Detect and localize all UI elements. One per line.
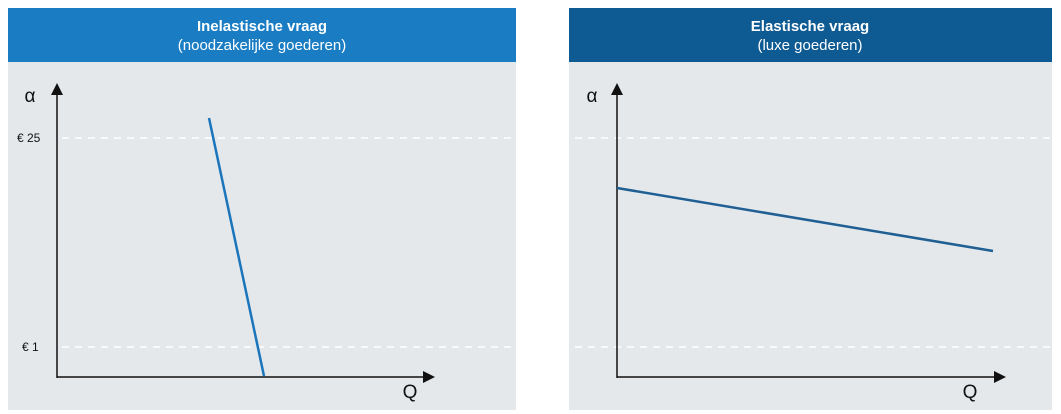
price-label: € 25 xyxy=(17,131,41,145)
demand-line xyxy=(616,186,994,253)
y-label: α xyxy=(587,86,598,107)
x-label: Q xyxy=(963,382,978,403)
panel-subtitle: (luxe goederen) xyxy=(757,37,862,54)
x-label: Q xyxy=(403,382,418,403)
panel-subtitle: (noodzakelijke goederen) xyxy=(178,37,346,54)
panel-header xyxy=(569,8,1052,62)
panel-body xyxy=(8,62,516,410)
panel-header xyxy=(8,8,516,62)
demand-line xyxy=(207,117,266,377)
panel-body xyxy=(569,62,1052,410)
price-label: € 1 xyxy=(22,340,39,354)
y-label: α xyxy=(25,86,36,107)
panel-title: Elastische vraag xyxy=(751,18,869,35)
panel-title: Inelastische vraag xyxy=(197,18,327,35)
